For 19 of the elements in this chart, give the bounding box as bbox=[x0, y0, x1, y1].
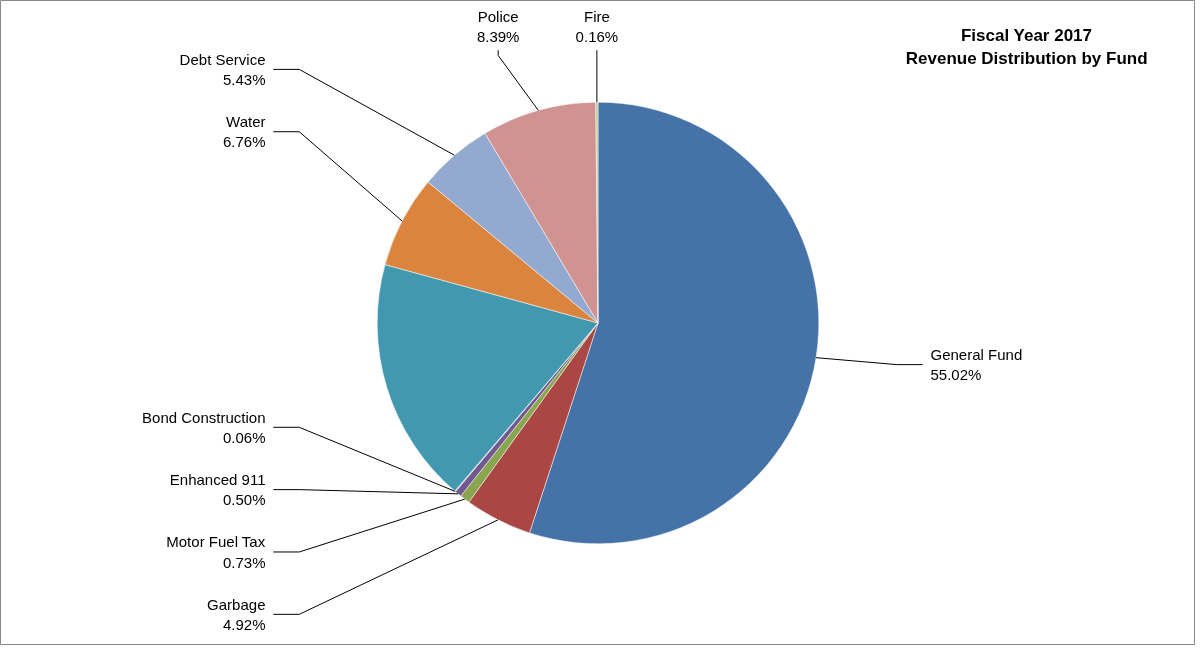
data-label: 8.39% bbox=[476, 28, 520, 46]
slice-label: Motor Fuel Tax bbox=[166, 533, 266, 551]
slice-label: Water bbox=[226, 113, 266, 131]
slice-label: Bond Construction bbox=[142, 408, 266, 426]
text: Fiscal Year 2017 Revenue Distribution by Fund bbox=[905, 26, 1148, 69]
slice-label: Garbage bbox=[207, 595, 266, 613]
slice-label: Fire bbox=[583, 7, 610, 25]
data-label: 0.16% bbox=[575, 28, 619, 46]
data-label: 0.50% bbox=[222, 491, 266, 509]
data-label: 4.92% bbox=[222, 616, 266, 634]
data-label: 0.73% bbox=[222, 553, 266, 571]
data-label: 5.43% bbox=[222, 71, 266, 89]
slice-label: Debt Service bbox=[179, 50, 266, 68]
data-label: 55.02% bbox=[930, 366, 982, 384]
slice-label: Enhanced 911 bbox=[169, 470, 266, 488]
data-label: 6.76% bbox=[222, 133, 266, 151]
data-label: 0.06% bbox=[222, 428, 266, 446]
slice-label: General Fund bbox=[930, 345, 1023, 363]
slice-label: Police bbox=[477, 7, 519, 25]
